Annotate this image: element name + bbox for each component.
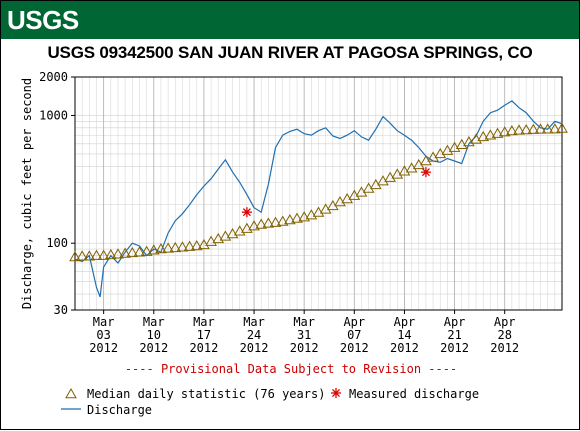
median-marker [147,244,160,255]
median-marker [248,220,260,231]
median-marker [169,241,182,253]
x-tick-label: 14 [397,328,411,342]
x-tick-label: 2012 [240,341,269,355]
median-marker [283,213,296,225]
median-marker [219,230,232,241]
x-tick-label: 10 [147,328,161,342]
legend-measured-symbol [331,388,341,398]
x-tick-label: 24 [247,328,261,342]
y-tick-label: 2000 [39,70,68,84]
median-marker [255,218,268,229]
x-tick-label: 2012 [189,341,218,355]
y-tick-label: 100 [46,236,68,250]
median-marker [470,133,482,144]
x-tick-label: Apr [343,315,365,329]
median-marker [484,129,497,140]
usgs-banner: USGS [1,1,579,39]
median-marker [69,250,81,262]
median-marker [126,246,139,258]
x-tick-label: 07 [347,328,361,342]
x-tick-label: Mar [243,315,265,329]
median-marker [291,212,303,223]
median-marker [155,243,167,254]
legend-median-label: Median daily statistic (76 years) [87,387,325,401]
x-tick-label: 28 [497,328,511,342]
median-marker [541,123,554,134]
x-tick-label: Apr [494,315,516,329]
median-marker [112,248,124,259]
median-marker [119,247,131,258]
median-marker [463,135,475,147]
x-tick-label: Mar [143,315,165,329]
plot-border [74,76,563,311]
x-tick-label: 21 [447,328,461,342]
median-marker [241,222,253,233]
median-marker [183,240,196,251]
median-marker [527,123,540,134]
x-tick-label: 2012 [290,341,319,355]
median-marker [212,232,225,244]
median-marker [491,127,504,138]
median-marker [276,215,289,226]
median-marker [506,125,518,136]
median-marker [548,123,561,134]
median-marker [140,245,153,256]
median-marker [262,217,275,228]
median-marker [205,235,217,246]
y-tick-label: 30 [54,303,68,317]
x-tick-label: 31 [297,328,311,342]
median-marker [298,211,311,222]
median-marker [520,123,533,135]
median-marker [498,126,511,137]
median-marker [513,124,525,135]
x-tick-label: 2012 [340,341,369,355]
x-tick-label: Mar [93,315,115,329]
median-marker [269,216,282,227]
x-tick-label: 03 [96,328,110,342]
median-marker [83,250,96,261]
usgs-logo: USGS [7,5,79,35]
chart-title: USGS 09342500 SAN JUAN RIVER AT PAGOSA S… [47,43,533,62]
median-marker [477,130,490,142]
median-marker [76,250,89,261]
median-marker [176,241,189,252]
median-marker [226,228,239,239]
median-marker [233,225,246,236]
median-marker [97,249,110,260]
x-tick-label: Mar [193,315,215,329]
provisional-note: ---- Provisional Data Subject to Revisio… [125,362,457,376]
x-tick-label: 2012 [490,341,519,355]
x-tick-label: 17 [197,328,211,342]
x-tick-label: 2012 [89,341,118,355]
legend-discharge-label: Discharge [87,403,152,417]
y-tick-label: 1000 [39,108,68,122]
median-marker [305,209,318,220]
x-tick-label: Mar [293,315,315,329]
usgs-logo-text: USGS [7,4,79,35]
legend-median-symbol [65,387,77,399]
median-marker [104,248,117,260]
measured-discharge-marker [241,207,252,218]
median-marker [90,249,103,260]
median-marker [190,240,203,251]
median-marker [455,138,468,149]
legend-measured-label: Measured discharge [349,387,479,401]
median-marker [162,242,174,253]
x-tick-label: Apr [444,315,466,329]
median-marker [556,122,568,133]
x-tick-label: 2012 [440,341,469,355]
x-tick-label: Apr [394,315,416,329]
x-tick-label: 2012 [139,341,168,355]
median-marker [133,246,146,257]
y-axis-label: Discharge, cubic feet per second [20,78,34,309]
median-marker [534,123,547,134]
measured-discharge-marker [420,167,431,178]
x-tick-label: 2012 [390,341,419,355]
